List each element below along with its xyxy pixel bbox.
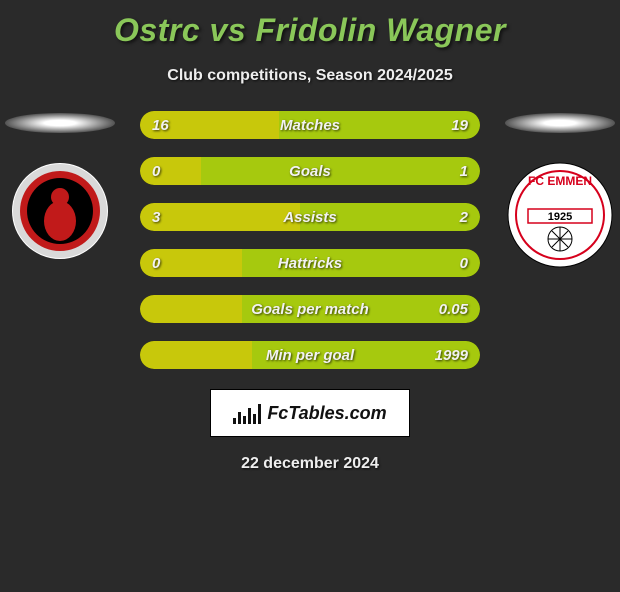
svg-text:1925: 1925 [548, 211, 572, 223]
svg-text:FC EMMEN: FC EMMEN [528, 174, 592, 188]
stat-value-right: 0 [460, 249, 468, 277]
stat-label: Assists [283, 203, 336, 231]
subtitle: Club competitions, Season 2024/2025 [0, 67, 620, 85]
report-date: 22 december 2024 [0, 455, 620, 473]
club-crest-right-icon: FC EMMEN 1925 [506, 161, 614, 269]
stat-value-right: 2 [460, 203, 468, 231]
stat-fill-right [201, 157, 480, 185]
player-right-silhouette-shadow [505, 113, 615, 133]
stat-bar: Min per goal 1999 [140, 341, 480, 369]
stat-value-left: 0 [152, 157, 160, 185]
stat-value-right: 1999 [435, 341, 468, 369]
player-right-column: FC EMMEN 1925 [500, 111, 620, 274]
stat-bar: 0 Goals 1 [140, 157, 480, 185]
stat-bar: 0 Hattricks 0 [140, 249, 480, 277]
club-crest-left [10, 161, 110, 266]
stat-bar: 16 Matches 19 [140, 111, 480, 139]
stat-label: Goals [289, 157, 331, 185]
stat-label: Hattricks [278, 249, 342, 277]
stat-fill-left [140, 203, 300, 231]
stat-value-right: 1 [460, 157, 468, 185]
stat-fill-left [140, 157, 201, 185]
stat-fill-left [140, 341, 252, 369]
stat-bar: 3 Assists 2 [140, 203, 480, 231]
stat-label: Min per goal [266, 341, 354, 369]
stat-bars: 16 Matches 19 0 Goals 1 3 Assists 2 0 Hattricks 0 Go… [140, 111, 480, 369]
player-left-column [0, 111, 120, 266]
attribution-logo-icon [233, 402, 261, 424]
stat-value-left: 3 [152, 203, 160, 231]
stat-fill-left [140, 295, 242, 323]
stat-label: Matches [280, 111, 340, 139]
attribution-text: FcTables.com [267, 403, 386, 424]
page-title: Ostrc vs Fridolin Wagner [0, 12, 620, 49]
stat-value-right: 0.05 [439, 295, 468, 323]
club-crest-left-icon [10, 161, 110, 261]
stat-value-left: 16 [152, 111, 169, 139]
stat-bar: Goals per match 0.05 [140, 295, 480, 323]
stat-label: Goals per match [251, 295, 369, 323]
club-crest-right: FC EMMEN 1925 [506, 161, 614, 274]
attribution-badge: FcTables.com [210, 389, 410, 437]
stat-value-left: 0 [152, 249, 160, 277]
comparison-stage: FC EMMEN 1925 16 Matches 19 0 Goals 1 3 Assists… [0, 111, 620, 369]
player-left-silhouette-shadow [5, 113, 115, 133]
stat-value-right: 19 [451, 111, 468, 139]
